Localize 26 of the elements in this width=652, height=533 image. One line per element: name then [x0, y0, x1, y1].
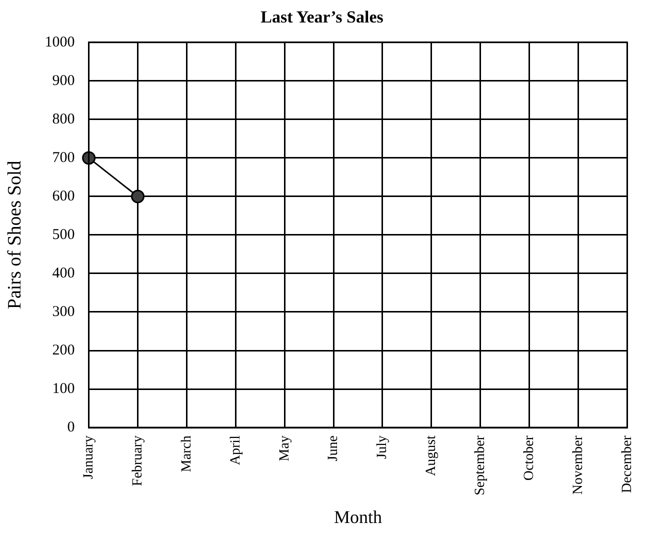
x-tick-label: June: [326, 436, 342, 462]
y-tick-label: 0: [67, 419, 75, 436]
x-tick-label: August: [424, 435, 440, 476]
x-tick-label: April: [228, 435, 244, 466]
x-tick-label: July: [375, 436, 390, 459]
x-tick-label: May: [277, 436, 292, 462]
x-tick-label: January: [81, 436, 96, 480]
y-tick-label: 1000: [44, 34, 75, 50]
y-axis-title: Pairs of Shoes Sold: [4, 160, 26, 310]
y-tick-label: 200: [52, 342, 75, 358]
x-tick-label: December: [620, 435, 635, 494]
chart-title: Last Year’s Sales: [260, 8, 384, 27]
y-tick-label: 300: [52, 304, 75, 320]
y-tick-label: 100: [52, 380, 75, 397]
x-tick-label: March: [179, 436, 194, 472]
y-tick-label: 500: [52, 226, 75, 243]
y-tick-label: 400: [52, 265, 75, 282]
y-tick-label: 900: [52, 72, 75, 89]
x-axis-title: Month: [334, 506, 382, 527]
x-tick-label: October: [522, 435, 537, 481]
y-tick-label: 700: [52, 150, 75, 166]
x-tick-label: September: [473, 435, 488, 496]
x-tick-label: November: [570, 435, 586, 495]
y-tick-label: 800: [52, 111, 75, 128]
y-tick-label: 600: [52, 188, 75, 204]
x-tick-label: February: [130, 436, 146, 486]
